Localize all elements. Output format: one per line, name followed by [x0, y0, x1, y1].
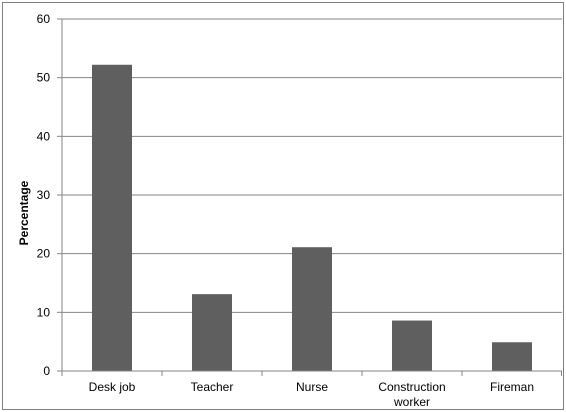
x-label-nurse: Nurse [296, 380, 328, 394]
bar-construction-worker [392, 320, 432, 371]
bar-teacher [192, 294, 232, 371]
x-label-construction-worker: Construction worker [378, 380, 445, 409]
y-tick-label-10: 10 [37, 305, 51, 319]
y-tick-label-30: 30 [37, 188, 51, 202]
y-tick-label-40: 40 [37, 129, 51, 143]
y-tick-label-20: 20 [37, 247, 51, 261]
bar-desk-job [92, 64, 132, 371]
y-tick-label-0: 0 [43, 364, 50, 378]
y-axis-label: Percentage [17, 180, 31, 245]
bars [92, 64, 532, 371]
y-tick-labels: 0 10 20 30 40 50 60 [37, 12, 62, 378]
x-category-labels: Desk job Teacher Nurse Construction worker Fi… [61, 371, 562, 409]
y-tick-label-50: 50 [37, 71, 51, 85]
x-label-teacher: Teacher [191, 380, 234, 394]
x-label-desk-job: Desk job [89, 380, 136, 394]
x-label-fireman: Fireman [490, 380, 534, 394]
y-tick-label-60: 60 [37, 12, 51, 26]
bar-fireman [492, 342, 532, 371]
gridlines [62, 18, 562, 313]
bar-nurse [292, 247, 332, 371]
